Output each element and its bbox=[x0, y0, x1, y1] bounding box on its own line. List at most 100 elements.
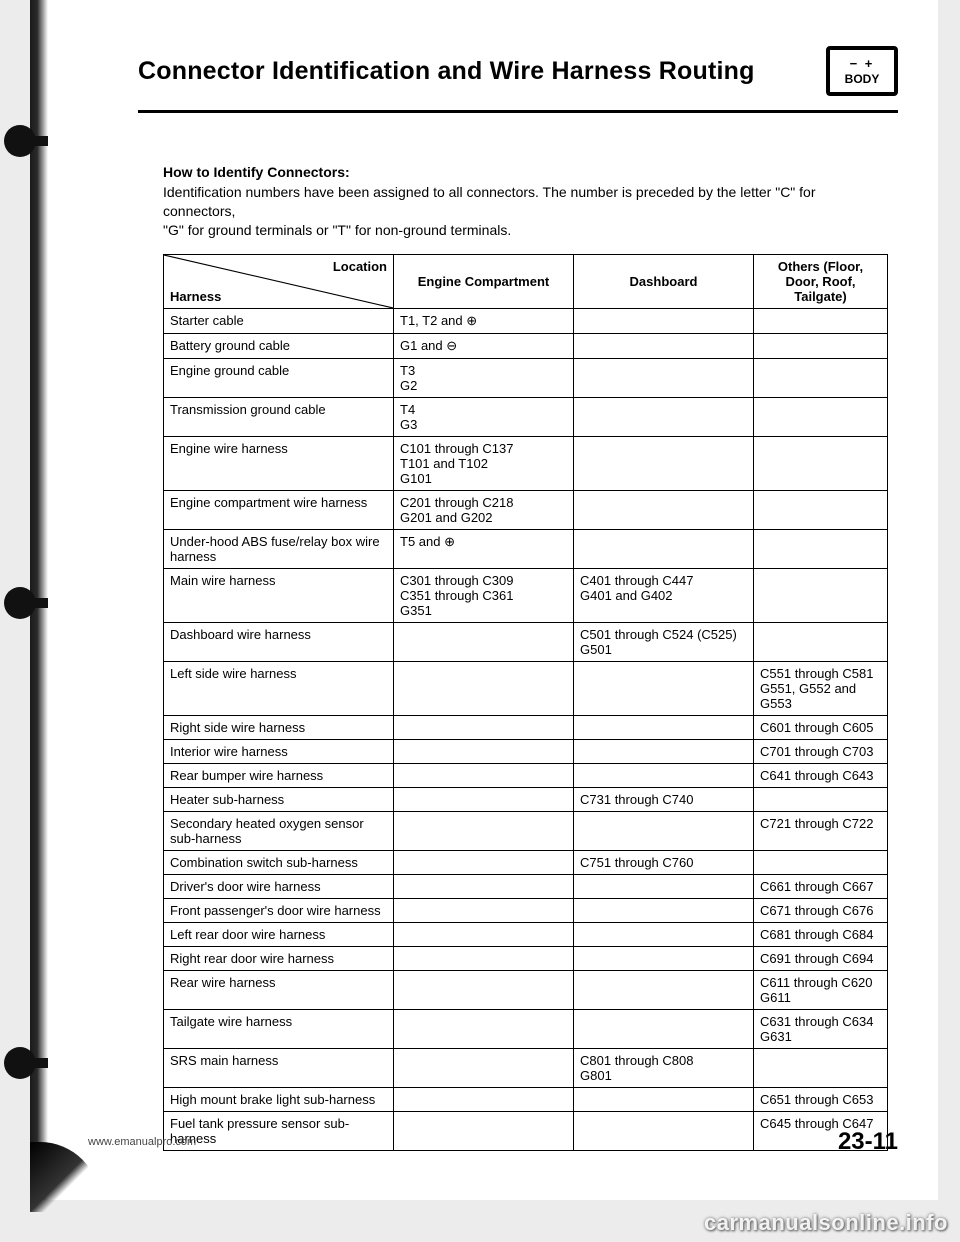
cell-dashboard bbox=[574, 1009, 754, 1048]
cell-harness: Battery ground cable bbox=[164, 333, 394, 358]
cell-engine bbox=[394, 715, 574, 739]
cell-others: C701 through C703 bbox=[754, 739, 888, 763]
cell-harness: Driver's door wire harness bbox=[164, 874, 394, 898]
cell-harness: Transmission ground cable bbox=[164, 397, 394, 436]
cell-others: C671 through C676 bbox=[754, 898, 888, 922]
th-location-label: Location bbox=[333, 259, 387, 274]
page-number: 23-11 bbox=[838, 1128, 898, 1156]
cell-dashboard bbox=[574, 333, 754, 358]
table-row: Interior wire harness C701 through C703 bbox=[164, 739, 888, 763]
cell-harness: Engine wire harness bbox=[164, 436, 394, 490]
binding-mark-icon bbox=[0, 580, 48, 626]
cell-engine bbox=[394, 661, 574, 715]
cell-dashboard bbox=[574, 1111, 754, 1150]
table-row: Engine wire harnessC101 through C137 T10… bbox=[164, 436, 888, 490]
cell-engine bbox=[394, 1048, 574, 1087]
cell-harness: High mount brake light sub-harness bbox=[164, 1087, 394, 1111]
cell-dashboard bbox=[574, 739, 754, 763]
cell-others bbox=[754, 397, 888, 436]
footer-left: www.emanualpro.com bbox=[88, 1136, 196, 1148]
cell-engine: G1 and ⊖ bbox=[394, 333, 574, 358]
cell-dashboard: C801 through C808 G801 bbox=[574, 1048, 754, 1087]
cell-others: C691 through C694 bbox=[754, 946, 888, 970]
cell-others bbox=[754, 568, 888, 622]
cell-dashboard bbox=[574, 922, 754, 946]
cell-others: C721 through C722 bbox=[754, 811, 888, 850]
cell-harness: Main wire harness bbox=[164, 568, 394, 622]
cell-engine bbox=[394, 970, 574, 1009]
cell-engine: C101 through C137 T101 and T102 G101 bbox=[394, 436, 574, 490]
cell-harness: Left rear door wire harness bbox=[164, 922, 394, 946]
table-row: Right rear door wire harness C691 through… bbox=[164, 946, 888, 970]
table-row: Under-hood ABS fuse/relay box wire harne… bbox=[164, 529, 888, 568]
cell-harness: Engine compartment wire harness bbox=[164, 490, 394, 529]
cell-others: C661 through C667 bbox=[754, 874, 888, 898]
cell-harness: Fuel tank pressure sensor sub-harness bbox=[164, 1111, 394, 1150]
table-row: Combination switch sub-harnessC751 throu… bbox=[164, 850, 888, 874]
cell-harness: Interior wire harness bbox=[164, 739, 394, 763]
cell-engine: T3 G2 bbox=[394, 358, 574, 397]
cell-engine: C201 through C218 G201 and G202 bbox=[394, 490, 574, 529]
binding-mark-icon bbox=[0, 1040, 48, 1086]
table-row: Engine ground cableT3 G2 bbox=[164, 358, 888, 397]
table-row: High mount brake light sub-harness C651 t… bbox=[164, 1087, 888, 1111]
table-row: Rear wire harnessC611 through C620 G611 bbox=[164, 970, 888, 1009]
th-others: Others (Floor, Door, Roof, Tailgate) bbox=[754, 254, 888, 308]
cell-others: C641 through C643 bbox=[754, 763, 888, 787]
table-row: Dashboard wire harnessC501 through C524 … bbox=[164, 622, 888, 661]
cell-others bbox=[754, 1048, 888, 1087]
watermark: carmanualsonline.info bbox=[704, 1210, 948, 1236]
cell-engine bbox=[394, 811, 574, 850]
cell-others bbox=[754, 308, 888, 333]
table-body: Starter cableT1, T2 and ⊕Battery ground … bbox=[164, 308, 888, 1150]
cell-dashboard bbox=[574, 898, 754, 922]
cell-harness: Rear wire harness bbox=[164, 970, 394, 1009]
cell-others: C551 through C581 G551, G552 and G553 bbox=[754, 661, 888, 715]
body-icon-label: BODY bbox=[845, 72, 880, 86]
cell-dashboard bbox=[574, 970, 754, 1009]
cell-others bbox=[754, 529, 888, 568]
table-row: Battery ground cableG1 and ⊖ bbox=[164, 333, 888, 358]
cell-engine bbox=[394, 763, 574, 787]
table-row: Secondary heated oxygen sensor sub-harne… bbox=[164, 811, 888, 850]
cell-others: C601 through C605 bbox=[754, 715, 888, 739]
cell-dashboard bbox=[574, 661, 754, 715]
cell-harness: Tailgate wire harness bbox=[164, 1009, 394, 1048]
cell-dashboard bbox=[574, 874, 754, 898]
cell-others: C651 through C653 bbox=[754, 1087, 888, 1111]
header-rule bbox=[138, 110, 898, 113]
body-icon-sym: − + bbox=[850, 56, 875, 71]
cell-dashboard bbox=[574, 436, 754, 490]
cell-dashboard: C751 through C760 bbox=[574, 850, 754, 874]
th-harness-label: Harness bbox=[170, 289, 221, 304]
table-row: SRS main harnessC801 through C808 G801 bbox=[164, 1048, 888, 1087]
table-row: Right side wire harnessC601 through C605 bbox=[164, 715, 888, 739]
cell-engine: C301 through C309 C351 through C361 G351 bbox=[394, 568, 574, 622]
cell-harness: Right rear door wire harness bbox=[164, 946, 394, 970]
table-row: Left rear door wire harness C681 through … bbox=[164, 922, 888, 946]
cell-others bbox=[754, 490, 888, 529]
table-row: Driver's door wire harness C661 through C… bbox=[164, 874, 888, 898]
th-engine: Engine Compartment bbox=[394, 254, 574, 308]
cell-dashboard: C501 through C524 (C525) G501 bbox=[574, 622, 754, 661]
cell-others bbox=[754, 436, 888, 490]
cell-engine bbox=[394, 850, 574, 874]
cell-engine bbox=[394, 898, 574, 922]
table-row: Tailgate wire harnessC631 through C634 G… bbox=[164, 1009, 888, 1048]
table-row: Transmission ground cableT4 G3 bbox=[164, 397, 888, 436]
cell-dashboard bbox=[574, 1087, 754, 1111]
cell-harness: Secondary heated oxygen sensor sub-harne… bbox=[164, 811, 394, 850]
cell-dashboard: C731 through C740 bbox=[574, 787, 754, 811]
cell-others: C681 through C684 bbox=[754, 922, 888, 946]
cell-dashboard bbox=[574, 763, 754, 787]
cell-harness: Front passenger's door wire harness bbox=[164, 898, 394, 922]
cell-engine bbox=[394, 739, 574, 763]
content-section: How to Identify Connectors: Identificati… bbox=[163, 164, 888, 1151]
cell-dashboard bbox=[574, 308, 754, 333]
cell-harness: Heater sub-harness bbox=[164, 787, 394, 811]
how-to-text-2: "G" for ground terminals or "T" for non-… bbox=[163, 221, 888, 240]
cell-engine bbox=[394, 922, 574, 946]
cell-dashboard bbox=[574, 397, 754, 436]
how-to-text-1: Identification numbers have been assigne… bbox=[163, 183, 888, 221]
cell-engine: T4 G3 bbox=[394, 397, 574, 436]
